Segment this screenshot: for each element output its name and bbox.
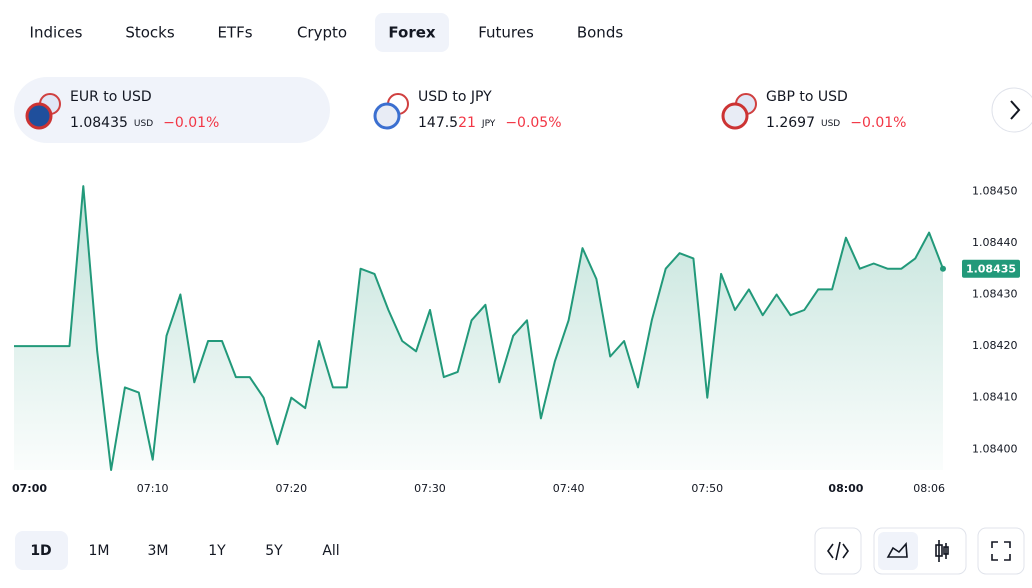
last-value-tag <box>962 259 1020 278</box>
tab[interactable]: Indices <box>30 24 83 42</box>
last-value-label: 1.08435 <box>966 263 1016 276</box>
ticker-price: 147.521 JPY −0.05% <box>418 115 562 131</box>
tab-active-bg <box>375 13 449 52</box>
next-icon <box>1010 100 1021 120</box>
range-active-bg <box>15 531 68 570</box>
range-button[interactable]: 3M <box>148 543 169 559</box>
price-line <box>14 185 944 471</box>
flag-icon <box>25 102 53 130</box>
tab[interactable]: Crypto <box>297 24 347 42</box>
range-button[interactable]: 1Y <box>208 543 226 559</box>
range-button[interactable]: 1M <box>89 543 110 559</box>
ticker-change: −0.05% <box>505 115 561 131</box>
y-tick-label: 1.08440 <box>972 236 1018 249</box>
x-tick-label: 07:20 <box>275 482 307 495</box>
x-tick-label: 07:10 <box>137 482 169 495</box>
flag-icon <box>721 102 749 130</box>
tab[interactable]: Stocks <box>125 24 175 42</box>
candle-icon[interactable] <box>935 540 949 562</box>
ticker-price: 1.08435 USD −0.01% <box>70 115 219 131</box>
ticker-price-changed: 21 <box>458 115 476 131</box>
ticker-name: GBP to USD <box>766 89 848 105</box>
y-tick-label: 1.08400 <box>972 442 1018 455</box>
x-tick-label: 08:06 <box>913 482 945 495</box>
x-tick-label: 08:00 <box>828 482 863 495</box>
x-tick-label: 07:00 <box>12 482 47 495</box>
fullscreen-button[interactable] <box>977 527 1025 575</box>
ticker-currency: JPY <box>481 119 496 129</box>
ticker-price-main: 147.5 <box>418 115 458 131</box>
y-tick-label: 1.08450 <box>972 184 1018 197</box>
range-button[interactable]: All <box>322 543 339 559</box>
ticker-price-main: 1.08435 <box>70 115 128 131</box>
x-tick-label: 07:30 <box>414 482 446 495</box>
tab[interactable]: ETFs <box>217 24 252 42</box>
ticker-change: −0.01% <box>850 115 906 131</box>
ticker-currency: USD <box>821 119 840 129</box>
range-button[interactable]: 5Y <box>265 543 283 559</box>
tab[interactable]: Bonds <box>577 24 623 42</box>
next-button[interactable] <box>991 87 1032 133</box>
area-fill <box>14 186 943 470</box>
ticker-card-active <box>14 77 330 143</box>
y-tick-label: 1.08430 <box>972 288 1018 301</box>
last-point <box>940 265 946 272</box>
range-button[interactable]: 1D <box>30 543 51 559</box>
ticker-currency: USD <box>134 119 153 129</box>
ticker-name: EUR to USD <box>70 89 152 105</box>
ticker-price: 1.2697 USD −0.01% <box>766 115 906 131</box>
x-tick-label: 07:50 <box>691 482 723 495</box>
x-tick-label: 07:40 <box>553 482 585 495</box>
y-tick-label: 1.08420 <box>972 339 1018 352</box>
ticker-change: −0.01% <box>163 115 219 131</box>
y-tick-label: 1.08410 <box>972 391 1018 404</box>
ticker-name: USD to JPY <box>418 89 492 105</box>
tab[interactable]: Futures <box>478 24 534 42</box>
flag-icon <box>373 102 401 130</box>
ticker-price-main: 1.2697 <box>766 115 815 131</box>
tab[interactable]: Forex <box>388 24 436 42</box>
embed-icon <box>827 541 849 561</box>
fullscreen-icon <box>991 541 1011 561</box>
area-icon <box>886 542 908 558</box>
